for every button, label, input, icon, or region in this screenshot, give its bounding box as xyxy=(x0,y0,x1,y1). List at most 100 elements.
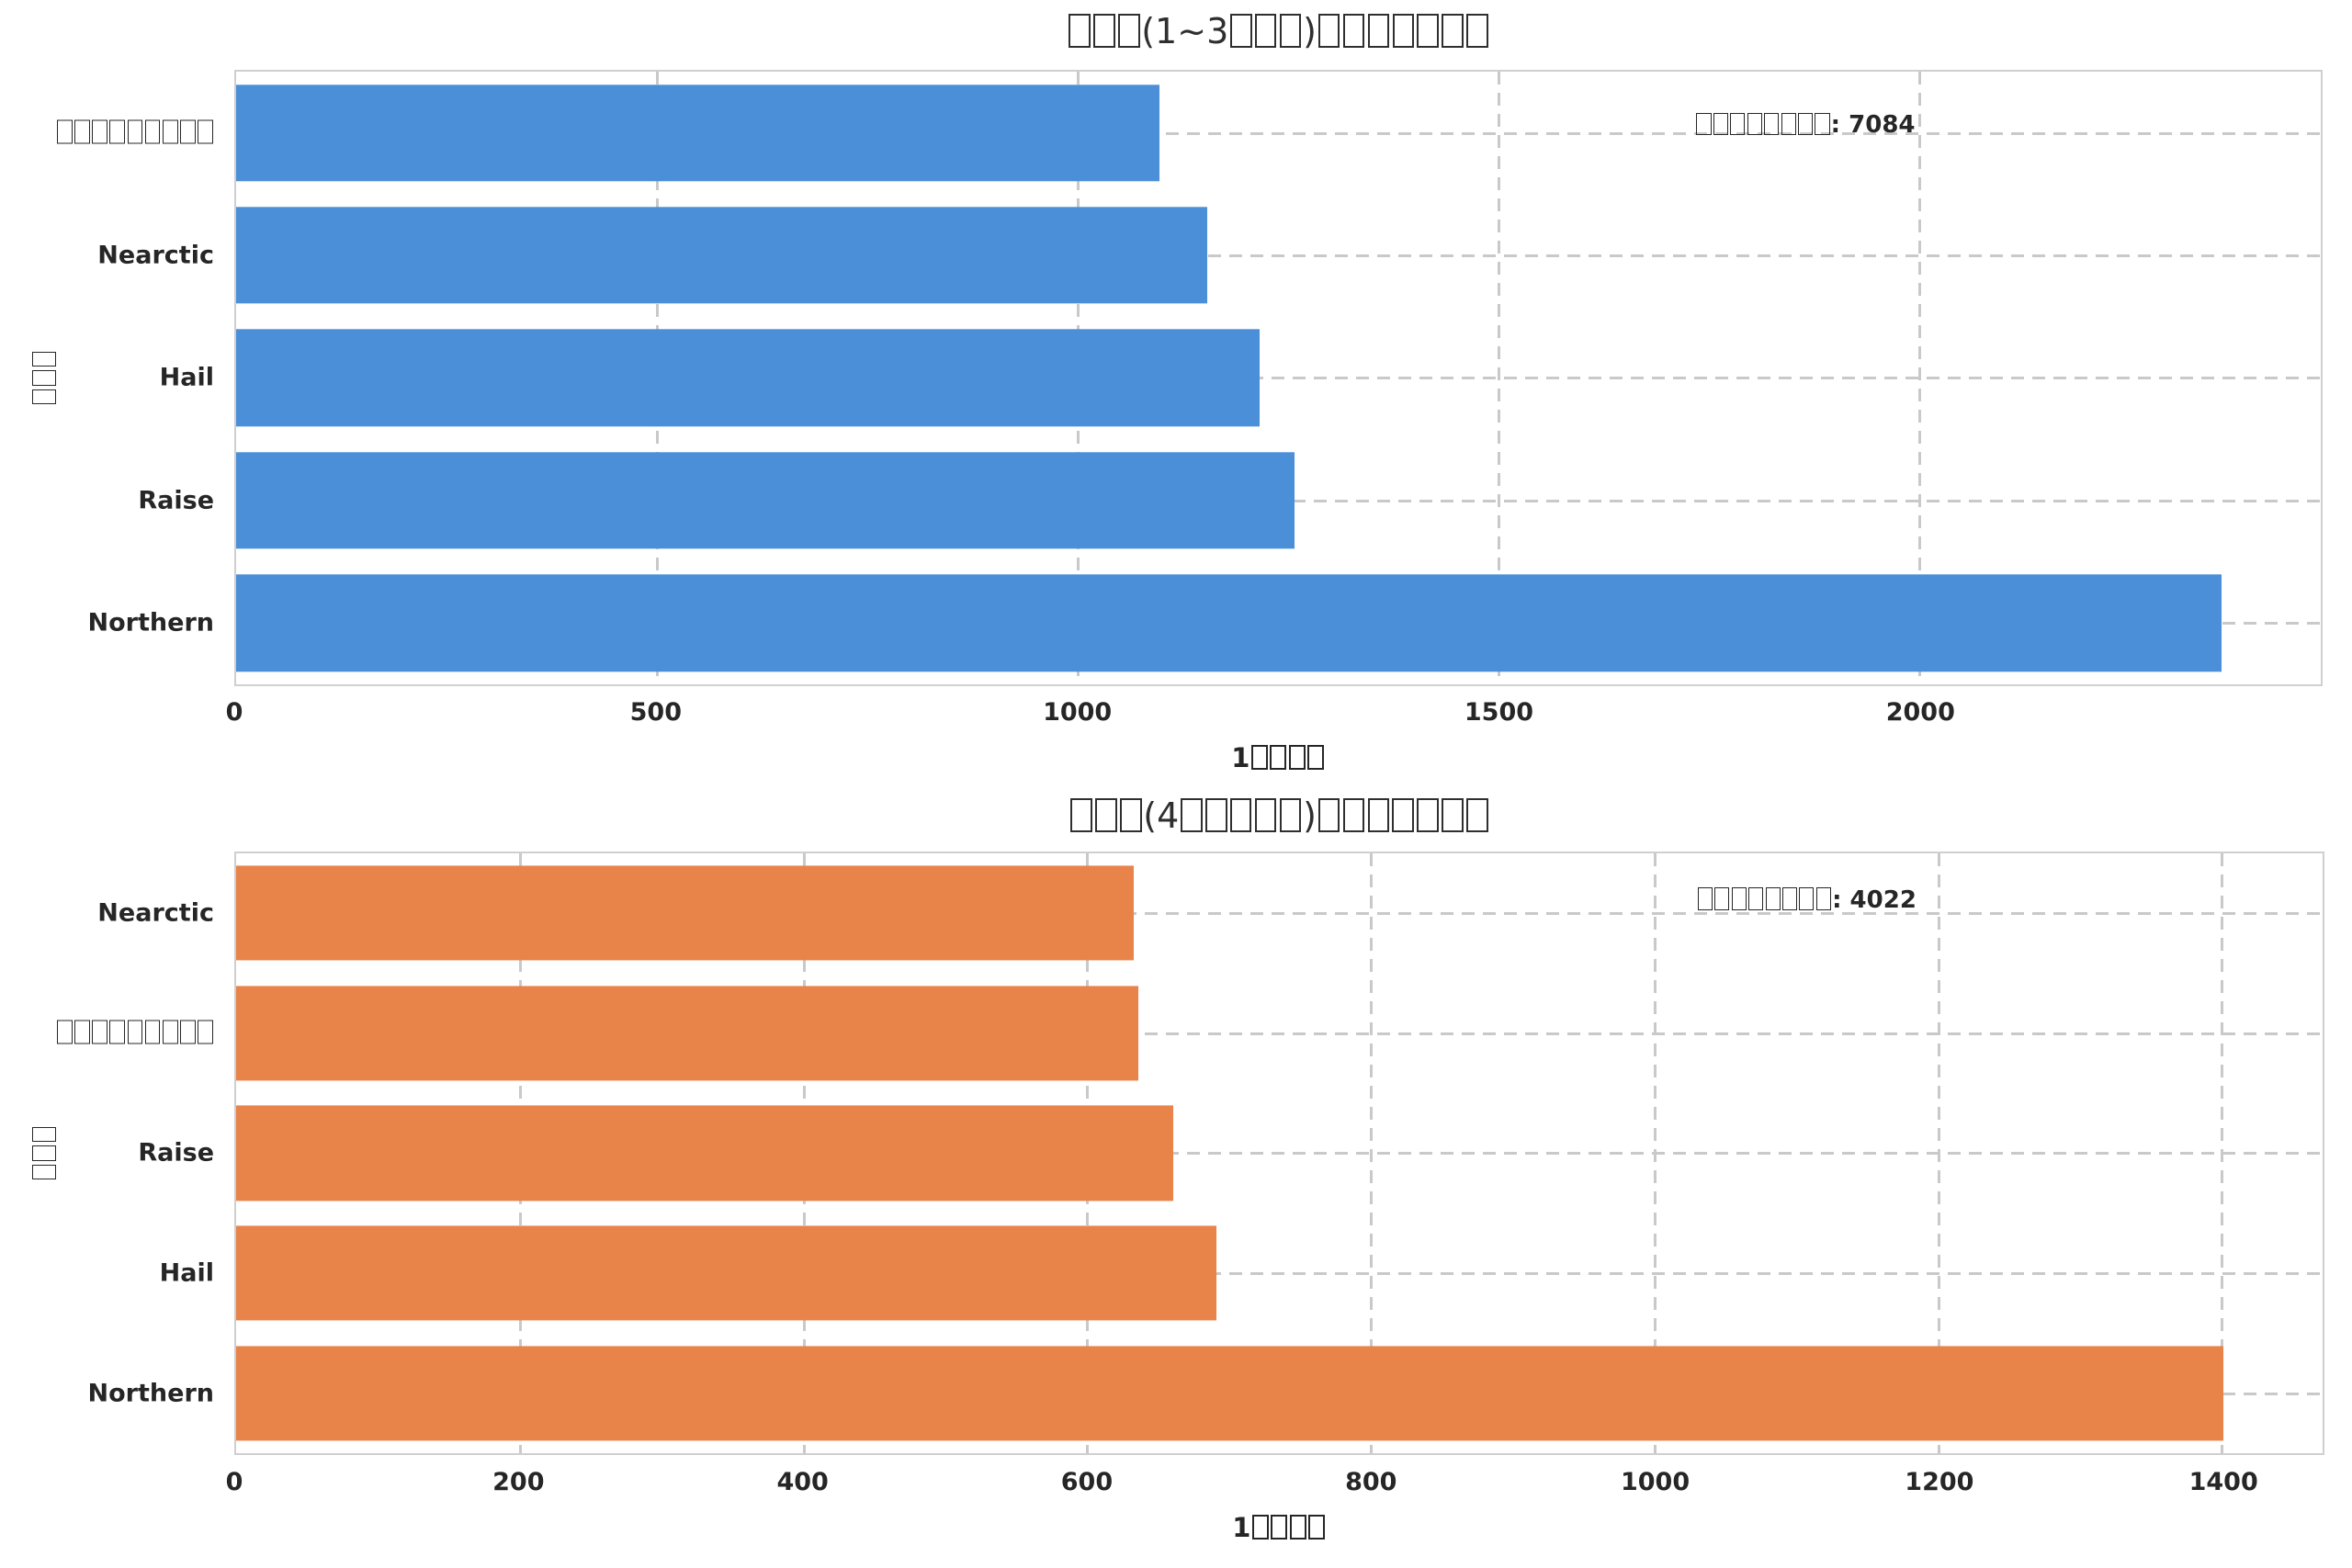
x-tick-label: 1400 xyxy=(2188,1468,2258,1496)
missing-glyph-box xyxy=(1731,887,1747,911)
total-annotation: : 4022 xyxy=(1697,886,1917,914)
horizontal-gridline xyxy=(236,1272,2323,1276)
bar xyxy=(236,1105,1174,1201)
missing-glyph-box xyxy=(1307,744,1325,771)
missing-glyph-box xyxy=(1229,14,1252,48)
missing-glyph-box xyxy=(1781,112,1796,136)
missing-glyph-box xyxy=(1254,14,1277,48)
y-tick-label: Northern xyxy=(87,608,214,637)
horizontal-gridline xyxy=(236,377,2321,380)
missing-glyph-box xyxy=(32,389,56,405)
missing-glyph-box xyxy=(1392,798,1414,832)
bar xyxy=(236,207,1208,304)
missing-glyph-box xyxy=(1288,744,1306,771)
missing-glyph-box xyxy=(144,119,161,144)
missing-glyph-box xyxy=(179,1020,196,1044)
missing-glyph-box xyxy=(1279,798,1302,832)
missing-glyph-box xyxy=(1317,798,1340,832)
x-tick-label: 500 xyxy=(629,698,682,727)
missing-glyph-box xyxy=(1342,14,1365,48)
missing-glyph-box xyxy=(198,119,213,144)
bar xyxy=(236,1346,2223,1441)
y-tick-label: Nearctic xyxy=(97,898,214,928)
bar-row: Raise xyxy=(138,1093,2323,1213)
y-tick-label: Hail xyxy=(159,363,214,392)
plot-area: Nearctic Hail Raise Northern : 7084 xyxy=(56,70,2323,686)
missing-glyph-box xyxy=(1120,798,1142,832)
bar-row: Hail xyxy=(160,1213,2323,1334)
x-tick-label: 800 xyxy=(1345,1468,1397,1496)
missing-glyph-box xyxy=(1442,14,1464,48)
bar-row xyxy=(56,974,2323,1094)
bar-row: Nearctic xyxy=(97,194,2321,316)
bar-row: Nearctic xyxy=(97,853,2323,974)
horizontal-gridline xyxy=(236,1032,2323,1035)
bar xyxy=(236,1225,1216,1321)
missing-glyph-box xyxy=(1799,887,1815,911)
x-axis-label: 1 xyxy=(234,1512,2324,1543)
total-annotation: : 7084 xyxy=(1695,111,1916,139)
missing-glyph-box xyxy=(1095,798,1117,832)
missing-glyph-box xyxy=(109,119,126,144)
missing-glyph-box xyxy=(1367,14,1390,48)
missing-glyph-box xyxy=(1204,798,1227,832)
missing-glyph-box xyxy=(92,119,107,144)
missing-glyph-box xyxy=(1765,887,1781,911)
missing-glyph-box xyxy=(1271,1514,1288,1540)
bar-row: Raise xyxy=(138,439,2321,561)
missing-glyph-box xyxy=(1317,14,1340,48)
missing-glyph-box xyxy=(1748,887,1764,911)
missing-glyph-box xyxy=(1069,14,1091,48)
horizontal-gridline xyxy=(236,912,2323,916)
missing-glyph-box xyxy=(1392,14,1415,48)
missing-glyph-box xyxy=(92,1020,107,1044)
missing-glyph-box xyxy=(144,1020,161,1044)
missing-glyph-box xyxy=(1696,112,1712,136)
x-axis-ticks: 0 500 1000 1500 2000 xyxy=(226,698,2323,737)
bar xyxy=(236,574,2222,671)
bar xyxy=(236,329,1260,427)
missing-glyph-box xyxy=(1417,14,1440,48)
missing-glyph-box xyxy=(1070,798,1092,832)
y-tick-label: Hail xyxy=(159,1258,214,1288)
missing-glyph-box xyxy=(32,370,56,386)
x-tick-label: 1000 xyxy=(1043,698,1113,727)
y-tick-label xyxy=(56,1019,214,1047)
x-tick-label: 1000 xyxy=(1620,1468,1690,1496)
missing-glyph-box xyxy=(162,119,178,144)
x-axis-ticks: 0 200 400 600 800 1000 1200 1400 xyxy=(226,1468,2324,1506)
missing-glyph-box xyxy=(32,1145,56,1161)
y-tick-label: Northern xyxy=(87,1379,214,1408)
horizontal-gridline xyxy=(236,131,2321,135)
missing-glyph-box xyxy=(74,119,90,144)
bar xyxy=(236,85,1159,182)
missing-glyph-box xyxy=(179,119,196,144)
missing-glyph-box xyxy=(1781,887,1798,911)
bar xyxy=(236,865,1135,961)
missing-glyph-box xyxy=(1181,798,1203,832)
bar-row xyxy=(56,72,2321,194)
x-tick-label: 1200 xyxy=(1905,1468,1974,1496)
missing-glyph-box xyxy=(1747,112,1762,136)
missing-glyph-box xyxy=(1367,798,1390,832)
y-tick-label: Raise xyxy=(138,486,214,515)
x-tick-label: 0 xyxy=(225,698,243,727)
missing-glyph-box xyxy=(1764,112,1780,136)
bar-row: Hail xyxy=(160,317,2321,439)
missing-glyph-box xyxy=(1289,1514,1306,1540)
missing-glyph-box xyxy=(1730,112,1746,136)
x-axis-label: 1 xyxy=(234,742,2323,773)
y-tick-label: Raise xyxy=(138,1138,214,1168)
horizontal-gridline xyxy=(236,254,2321,258)
chart-title: (4) xyxy=(234,795,2324,836)
y-tick-label xyxy=(56,118,214,147)
x-tick-label: 200 xyxy=(492,1468,545,1496)
x-tick-label: 1500 xyxy=(1464,698,1534,727)
missing-glyph-box xyxy=(109,1020,126,1044)
missing-glyph-box xyxy=(1466,14,1488,48)
bar xyxy=(236,986,1138,1081)
missing-glyph-box xyxy=(1254,798,1277,832)
missing-glyph-box xyxy=(1229,798,1252,832)
missing-glyph-box xyxy=(56,1020,73,1044)
missing-glyph-box xyxy=(198,1020,213,1044)
